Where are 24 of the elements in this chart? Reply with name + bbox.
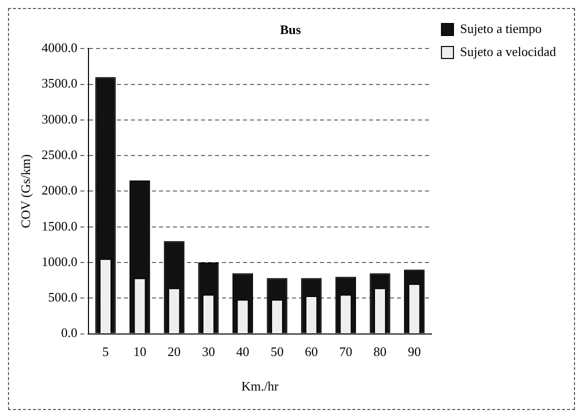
- x-axis-title: Km./hr: [241, 378, 280, 394]
- y-tick-label: 2500.0: [42, 146, 78, 162]
- x-tick-label: 80: [374, 344, 387, 360]
- x-tick-label: 20: [168, 344, 181, 360]
- x-tick-label: 90: [408, 344, 421, 360]
- y-tick-label: 0.0: [61, 325, 78, 340]
- legend-label: Sujeto a tiempo: [460, 20, 542, 36]
- x-tick-label: 5: [102, 344, 109, 360]
- x-tick-label: 60: [304, 344, 318, 360]
- x-tick-label: 10: [133, 344, 146, 360]
- y-tick-label: 3500.0: [42, 76, 78, 91]
- y-tick-label: 1000.0: [42, 254, 78, 269]
- y-tick-label: 1500.0: [42, 218, 78, 234]
- x-tick-label: 30: [202, 344, 215, 360]
- y-tick-label: 4000.0: [42, 40, 78, 56]
- y-axis-title: COV (Gs/km): [18, 154, 34, 228]
- legend-label: Sujeto a velocidad: [460, 44, 556, 59]
- x-tick-label: 50: [270, 344, 284, 360]
- y-tick-label: 500.0: [48, 290, 78, 305]
- y-tick-label: 2000.0: [42, 182, 78, 198]
- chart-title: Bus: [280, 22, 301, 38]
- x-tick-label: 70: [339, 344, 352, 360]
- y-tick-label: 3000.0: [42, 111, 78, 126]
- x-tick-label: 40: [236, 344, 250, 360]
